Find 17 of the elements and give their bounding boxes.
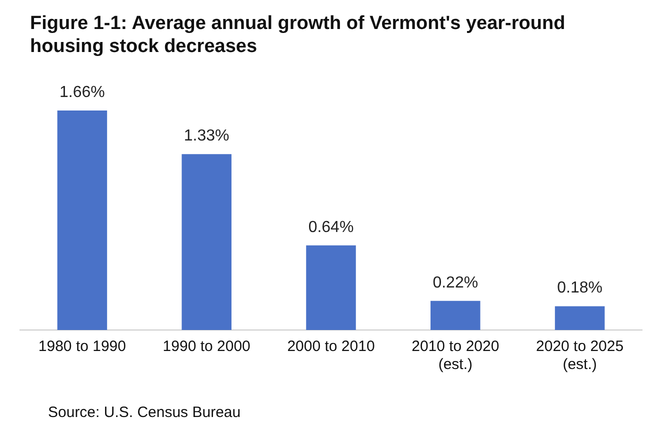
bar <box>182 154 232 330</box>
bar <box>57 110 108 330</box>
data-label: 1.66% <box>60 84 105 101</box>
data-label: 0.22% <box>432 274 478 292</box>
bar <box>554 306 605 330</box>
x-tick-label: 2020 to 2025 (est.) <box>536 338 624 374</box>
x-tick-label: 1980 to 1990 <box>38 338 126 356</box>
data-label: 0.64% <box>308 218 354 236</box>
source-note: Source: U.S. Census Bureau <box>48 404 241 421</box>
bar <box>430 300 480 330</box>
chart-title: Figure 1-1: Average annual growth of Vermont's year-round housing stock decreases <box>30 12 566 58</box>
x-tick-label: 2000 to 2010 <box>287 338 375 356</box>
data-label: 0.18% <box>557 280 602 297</box>
x-tick-label: 1990 to 2000 <box>162 338 250 356</box>
bar <box>306 245 356 330</box>
data-label: 1.33% <box>184 128 230 145</box>
x-tick-label: 2010 to 2020 (est.) <box>412 338 500 374</box>
